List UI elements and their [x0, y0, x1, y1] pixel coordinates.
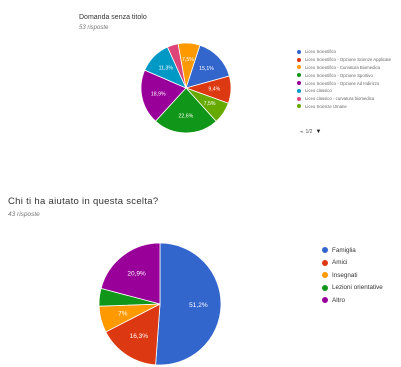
legend-item[interactable]: Liceo Scientifico - Opzione Scienze Appl… [297, 56, 391, 64]
legend-swatch [322, 272, 328, 279]
legend-label: Famiglia [332, 246, 356, 254]
pie-plot: 51,2% 16,3% 7% 20,9% [98, 242, 222, 366]
pie-slice[interactable] [177, 42, 201, 89]
slice-label: 22,6% [179, 114, 194, 120]
slice-label: 16,3% [130, 333, 149, 340]
slice-label: 9,4% [208, 86, 220, 92]
legend-label: Liceo Scientifico [305, 49, 337, 55]
legend-label: Liceo Scientifico - Opzione Ad Indirizzo [305, 80, 380, 86]
legend-item[interactable]: Insegnati [322, 269, 383, 282]
slice-label: 20,9% [127, 270, 146, 277]
legend: Famiglia Amici Insegnati Lezioni orientativ… [322, 244, 383, 307]
chart-title: Domanda senza titolo [79, 14, 147, 21]
page-indicator: 1/2 [305, 129, 313, 135]
legend-swatch [322, 297, 328, 304]
legend-swatch [297, 81, 301, 86]
pie-chart-who-helped: Chi ti ha aiutato in questa scelta? 43 r… [0, 180, 401, 367]
legend-swatch [297, 65, 301, 70]
legend-item[interactable]: Liceo Scientifico - Opzione Ad Indirizzo [297, 79, 391, 87]
pie-slice[interactable] [100, 242, 161, 305]
legend-label: Amici [332, 259, 348, 267]
legend-item[interactable]: Liceo Scientifico - Opzione Sportivo [297, 71, 391, 79]
legend-item[interactable]: Lezioni orientative [322, 282, 383, 295]
legend-item[interactable]: Amici [322, 257, 383, 270]
slice-label: 51,2% [189, 302, 208, 309]
legend-swatch [297, 73, 301, 78]
pie-chart-school-type: Domanda senza titolo 53 risposte 15,1% 9,… [0, 0, 401, 180]
pie-slice[interactable] [155, 87, 217, 134]
legend-label: Liceo classico [305, 88, 332, 94]
legend-label: Liceo Scienze Umane [305, 103, 347, 109]
legend-item[interactable]: Liceo Scienze Umane [297, 103, 391, 111]
pie-slice[interactable] [105, 303, 161, 366]
legend-label: Liceo Scientifico - Opzione Sportivo [305, 72, 373, 78]
legend-swatch [297, 104, 301, 109]
legend-label: Insegnati [332, 271, 358, 279]
next-page-icon[interactable]: ▼ [315, 129, 322, 135]
legend-label: Lezioni orientative [332, 284, 383, 292]
slice-label: 7,5% [204, 101, 216, 107]
legend-item[interactable]: Liceo classico [297, 87, 391, 95]
legend-label: Liceo Scientifico - Curvatura Biomedica [305, 64, 380, 70]
legend-swatch [322, 284, 328, 291]
response-count: 43 risposte [8, 211, 40, 218]
legend-swatch [322, 259, 328, 266]
response-count: 53 risposte [79, 25, 109, 31]
legend-label: Liceo Scientifico - Opzione Scienze Appl… [305, 57, 391, 63]
legend-pager: ◂ 1/2 ▼ [300, 129, 321, 135]
slice-label: 11,3% [159, 66, 174, 72]
legend-item[interactable]: Altro [322, 294, 383, 307]
legend-swatch [322, 247, 328, 254]
pie-slice[interactable] [140, 69, 187, 122]
legend-swatch [297, 49, 301, 54]
legend-item[interactable]: Famiglia [322, 244, 383, 257]
chart-title: Chi ti ha aiutato in questa scelta? [8, 196, 159, 207]
pie-plot: 15,1% 9,4% 7,5% 22,6% 18,9% 11,3% 7,5% [140, 42, 232, 134]
legend-swatch [297, 96, 301, 101]
legend-swatch [297, 88, 301, 93]
legend-label: Altro [332, 296, 345, 304]
legend-item[interactable]: Liceo classico - curvatura biomedica [297, 95, 391, 103]
prev-page-icon[interactable]: ◂ [300, 129, 303, 135]
legend-label: Liceo classico - curvatura biomedica [305, 96, 375, 102]
slice-label: 18,9% [151, 91, 166, 97]
legend-swatch [297, 57, 301, 62]
slice-label: 15,1% [199, 66, 214, 72]
slice-label: 7% [118, 310, 128, 317]
legend: Liceo Scientifico Liceo Scientifico - Opz… [297, 48, 391, 110]
slice-label: 7,5% [182, 57, 194, 63]
legend-item[interactable]: Liceo Scientifico [297, 48, 391, 56]
pie-slice[interactable] [155, 242, 222, 366]
legend-item[interactable]: Liceo Scientifico - Curvatura Biomedica [297, 64, 391, 72]
